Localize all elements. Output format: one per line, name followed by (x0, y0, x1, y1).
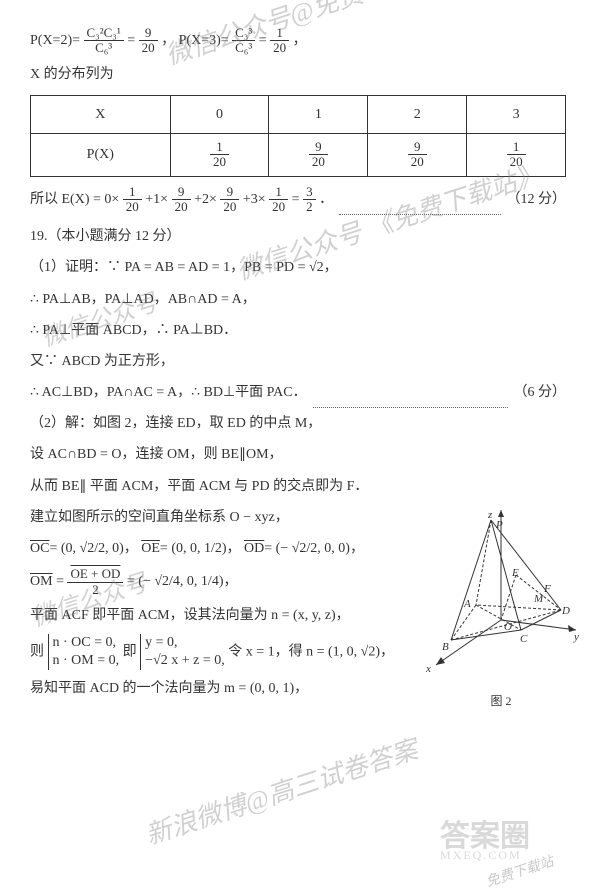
sys-eq: y = 0, (145, 634, 225, 652)
text: +1× (145, 192, 168, 207)
point-label-f: F (544, 580, 551, 600)
table-row: X 0 1 2 3 (31, 95, 566, 133)
text: = (259, 33, 267, 48)
dotted-leader (313, 407, 508, 408)
sys-eq: −√2 x + z = 0, (145, 652, 225, 670)
table-cell: 1 (269, 95, 368, 133)
table-cell: 920 (269, 133, 368, 176)
text: 所以 E(X) = 0× (30, 192, 119, 207)
text: P(X=2)= (30, 33, 80, 48)
sys-eq: n · OM = 0, (53, 652, 120, 670)
table-cell: 3 (467, 95, 566, 133)
table-cell: 120 (467, 133, 566, 176)
point-label-o: O (504, 618, 512, 638)
probability-equation: P(X=2)= C₃²C₃¹C₆³ = 920 ， P(X=3)= C₃³C₆³… (30, 26, 566, 56)
dotted-leader (339, 214, 500, 215)
fraction: 120 (270, 26, 289, 56)
point-label-c: C (520, 630, 527, 650)
distribution-caption: X 的分布列为 (30, 62, 566, 87)
points-marker: （12 分） (507, 187, 567, 212)
point-label-m: M (534, 590, 543, 610)
fraction: C₃²C₃¹C₆³ (84, 26, 124, 56)
watermark: 答案圈 (440, 810, 530, 864)
question-19-header: 19.（本小题满分 12 分） (30, 224, 566, 249)
text: ， P(X=3)= (161, 33, 229, 48)
proof-line: ∴ PA⊥平面 ABCD，∴ PA⊥BD． (30, 318, 566, 343)
proof-line: 又∵ ABCD 为正方形， (30, 349, 566, 374)
table-row: P(X) 120 920 920 120 (31, 133, 566, 176)
expectation-line: 所以 E(X) = 0× 120 +1× 920 +2× 920 +3× 120… (30, 185, 566, 215)
proof-line: （1）证明：∵ PA = AB = AD = 1，PB = PD = √2， (30, 255, 566, 280)
solution-line: （2）解：如图 2，连接 ED，取 ED 的中点 M， (30, 411, 566, 436)
vector-om: OM (30, 574, 53, 589)
point-label-d: D (562, 602, 570, 622)
text: = (127, 33, 135, 48)
proof-line: ∴ PA⊥AB，PA⊥AD，AB∩AD = A， (30, 287, 566, 312)
table-cell: 120 (170, 133, 269, 176)
axis-label-x: x (426, 660, 431, 680)
table-cell: 2 (368, 95, 467, 133)
watermark: 免费下载站 (483, 850, 557, 895)
axis-label-y: y (574, 628, 579, 648)
point-label-e: E (512, 564, 519, 584)
vector-oe: OE (141, 541, 160, 556)
text: 则 (30, 644, 44, 659)
text: = (56, 574, 67, 589)
text: +3× (243, 192, 266, 207)
proof-line: ∴ AC⊥BD，PA∩AC = A，∴ BD⊥平面 PAC． （6 分） (30, 380, 566, 405)
watermark: MXEQ.COM (440, 845, 522, 867)
solution-line: 设 AC∩BD = O，连接 OM，则 BE∥OM， (30, 442, 566, 467)
axis-label-z: z (488, 506, 492, 526)
table-cell: 920 (368, 133, 467, 176)
table-cell: X (31, 95, 171, 133)
text: ． (319, 192, 333, 207)
fraction: C₃³C₆³ (232, 26, 255, 56)
watermark: 新浪微博@高三试卷答案 (140, 727, 424, 859)
point-label-a: A (464, 595, 471, 615)
text: 即 (123, 644, 137, 659)
text: +2× (194, 192, 217, 207)
text: = (292, 192, 300, 207)
fraction: 920 (139, 26, 158, 56)
text: 令 x = 1，得 n = (1, 0, √2)， (228, 644, 394, 659)
vector-oc: OC (30, 541, 49, 556)
fraction: OE + OD 2 (67, 567, 123, 597)
point-label-b: B (442, 638, 449, 658)
distribution-table: X 0 1 2 3 P(X) 120 920 920 120 (30, 95, 566, 177)
table-cell: P(X) (31, 133, 171, 176)
text: ∴ AC⊥BD，PA∩AC = A，∴ BD⊥平面 PAC． (30, 380, 307, 405)
points-marker: （6 分） (514, 380, 567, 405)
point-label-p: P (496, 516, 503, 536)
sys-eq: n · OC = 0, (53, 634, 120, 652)
text: ， (293, 33, 307, 48)
text: = (− √2/4, 0, 1/4)， (127, 574, 238, 589)
solution-line: 从而 BE∥ 平面 ACM，平面 ACM 与 PD 的交点即为 F． (30, 474, 566, 499)
figure-2: z P A B C D E F M O x y 图 2 (416, 510, 586, 700)
table-cell: 0 (170, 95, 269, 133)
figure-caption: 图 2 (416, 691, 586, 713)
vector-od: OD (244, 541, 264, 556)
